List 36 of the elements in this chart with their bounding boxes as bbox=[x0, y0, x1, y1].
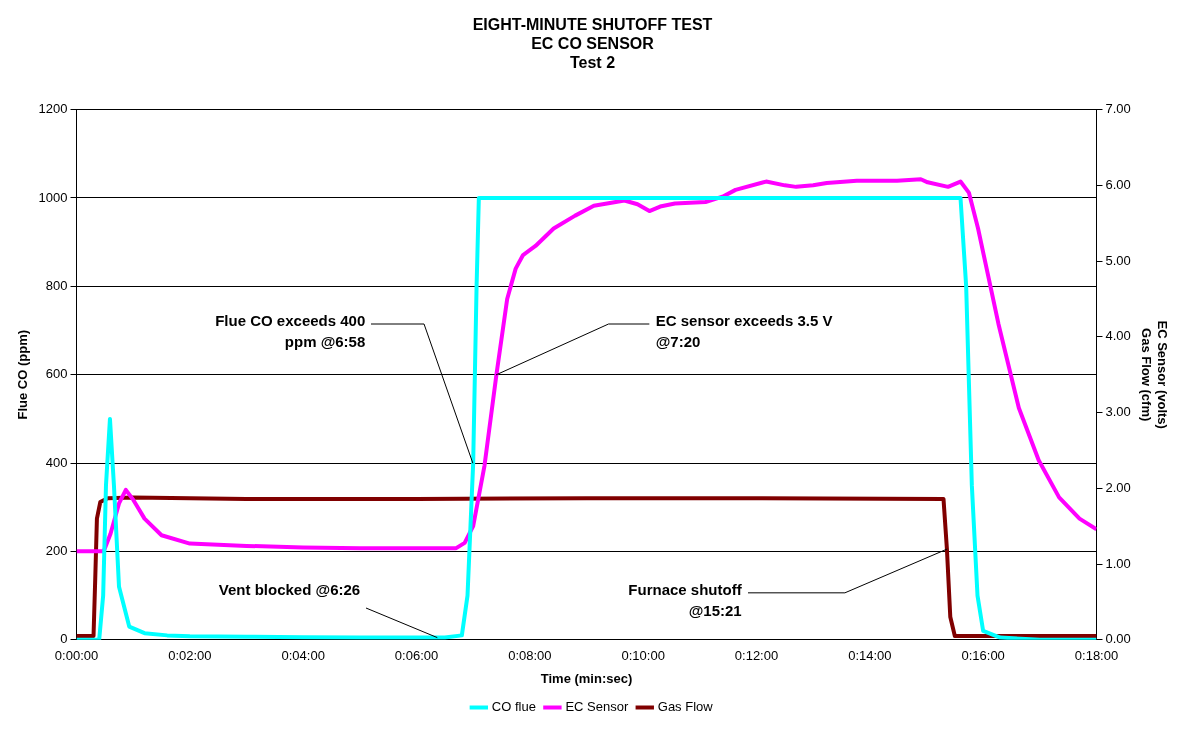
y2-tick-label: 7.00 bbox=[1105, 101, 1131, 117]
x-tick-label: 0:06:00 bbox=[394, 648, 439, 664]
y2-tick-label: 4.00 bbox=[1105, 328, 1131, 344]
x-tick-label: 0:12:00 bbox=[734, 648, 779, 664]
y2-axis-title: EC Sensor (volts) Gas Flow (cfm) bbox=[1139, 320, 1170, 429]
y-tick-label: 600 bbox=[45, 366, 68, 382]
x-tick-label: 0:10:00 bbox=[621, 648, 665, 664]
y-tick-label: 1000 bbox=[38, 189, 68, 205]
y2-tick-label: 2.00 bbox=[1105, 479, 1131, 495]
legend-label: EC Sensor bbox=[565, 699, 629, 715]
y-axis-title: Flue CO (ppm) bbox=[15, 329, 31, 420]
annotation: Furnace shutoff @15:21 bbox=[628, 580, 743, 619]
x-tick-label: 0:18:00 bbox=[1074, 648, 1119, 664]
x-tick-label: 0:00:00 bbox=[54, 648, 99, 664]
x-tick-label: 0:02:00 bbox=[168, 648, 212, 664]
y-tick-label: 400 bbox=[45, 454, 68, 470]
y2-tick-label: 1.00 bbox=[1105, 555, 1131, 571]
annotation: Flue CO exceeds 400 ppm @6:58 bbox=[215, 311, 366, 350]
y-tick-label: 0 bbox=[60, 631, 68, 647]
legend-label: CO flue bbox=[491, 699, 536, 715]
x-tick-label: 0:16:00 bbox=[961, 648, 1005, 664]
x-tick-label: 0:04:00 bbox=[281, 648, 325, 664]
y2-tick-label: 0.00 bbox=[1105, 631, 1131, 647]
y-tick-label: 800 bbox=[45, 277, 68, 293]
y-tick-label: 200 bbox=[45, 543, 68, 559]
x-axis-title: Time (min:sec) bbox=[540, 670, 633, 686]
y2-tick-label: 6.00 bbox=[1105, 176, 1131, 192]
y2-tick-label: 5.00 bbox=[1105, 252, 1131, 268]
x-tick-label: 0:08:00 bbox=[508, 648, 552, 664]
legend-label: Gas Flow bbox=[657, 699, 714, 715]
y2-tick-label: 3.00 bbox=[1105, 404, 1131, 420]
y-tick-label: 1200 bbox=[38, 101, 68, 117]
x-tick-label: 0:14:00 bbox=[848, 648, 892, 664]
annotation: EC sensor exceeds 3.5 V @7:20 bbox=[655, 311, 833, 350]
chart-title: EIGHT-MINUTE SHUTOFF TEST EC CO SENSOR Test 2 bbox=[472, 16, 713, 72]
annotation: Vent blocked @6:26 bbox=[218, 581, 361, 599]
